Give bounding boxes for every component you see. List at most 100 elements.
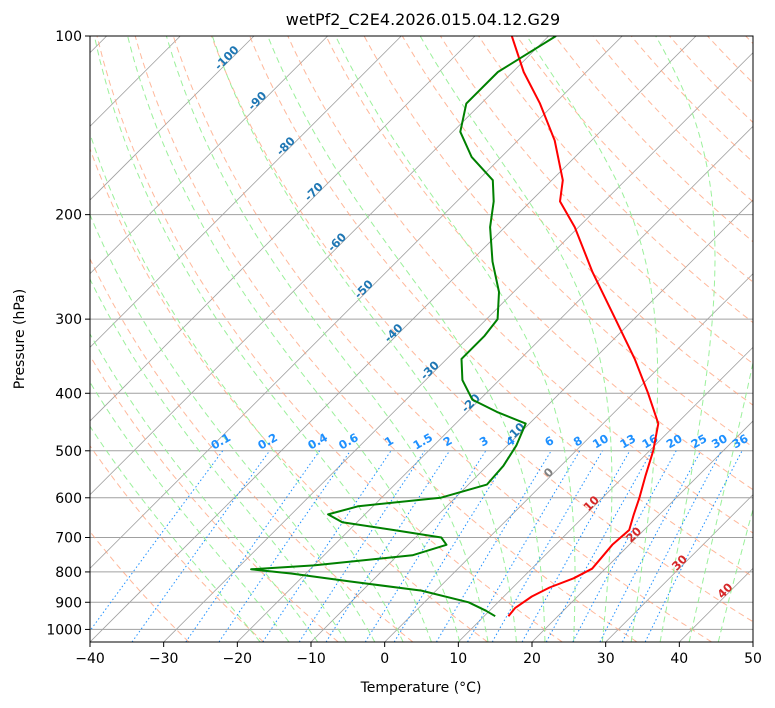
isotherm-label: 30 bbox=[669, 552, 690, 573]
mixing-ratio-line bbox=[90, 450, 224, 632]
x-tick-label: −10 bbox=[296, 651, 326, 667]
dry-adiabat-line bbox=[211, 36, 753, 623]
dry-adiabat-line bbox=[592, 36, 753, 203]
mixing-ratio-line bbox=[262, 450, 392, 642]
x-tick-label: −30 bbox=[149, 651, 179, 667]
isotherm-label: 40 bbox=[714, 580, 735, 601]
moist-adiabat-line bbox=[717, 507, 753, 642]
moist-adiabat-line bbox=[90, 213, 376, 642]
moist-adiabat-line bbox=[211, 36, 517, 642]
dewpoint-profile-line bbox=[250, 36, 557, 618]
y-axis-label: Pressure (hPa) bbox=[12, 289, 28, 389]
y-tick-label: 300 bbox=[55, 312, 82, 328]
x-tick-label: 20 bbox=[523, 651, 541, 667]
isotherm-line bbox=[384, 273, 753, 642]
isotherm-line bbox=[163, 52, 753, 642]
isotherm-label: -50 bbox=[351, 277, 376, 302]
isotherm-label: -30 bbox=[417, 358, 442, 383]
moist-adiabat-line bbox=[90, 381, 290, 642]
x-axis-ticks: −40 −30 −20 −10 0 10 20 30 40 50 bbox=[75, 642, 762, 667]
dry-adiabat-line bbox=[669, 36, 753, 124]
x-tick-label: 0 bbox=[380, 651, 389, 667]
moist-adiabat-line bbox=[127, 36, 461, 642]
profile-lines bbox=[250, 36, 660, 618]
dry-adiabat-line bbox=[90, 354, 339, 642]
y-tick-label: 800 bbox=[55, 565, 82, 581]
dry-adiabat-line bbox=[287, 36, 753, 534]
dry-adiabat-line bbox=[90, 444, 264, 642]
mixing-ratio-line bbox=[435, 450, 552, 642]
moist-adiabat-line bbox=[655, 36, 716, 642]
mixing-ratio-line bbox=[218, 450, 351, 642]
mixing-ratio-label: 0.2 bbox=[255, 430, 280, 452]
mixing-ratio-label: 20 bbox=[664, 431, 685, 451]
y-axis-ticks: 100 200 300 400 500 600 700 800 900 1000 bbox=[46, 29, 90, 638]
x-tick-label: 40 bbox=[670, 651, 688, 667]
x-tick-label: 10 bbox=[449, 651, 467, 667]
x-tick-label: 30 bbox=[597, 651, 615, 667]
moist-adiabat-line bbox=[165, 36, 489, 642]
dry-adiabat-line bbox=[249, 36, 753, 578]
mixing-ratio-line bbox=[131, 450, 271, 642]
mixing-ratio-label: 13 bbox=[617, 431, 638, 451]
moist-adiabat-line bbox=[335, 36, 576, 642]
isotherm-line bbox=[679, 567, 753, 642]
chart-title: wetPf2_C2E4.2026.015.04.12.G29 bbox=[286, 10, 560, 30]
dry-adiabat-line bbox=[745, 36, 753, 45]
isotherm-line bbox=[605, 494, 753, 642]
mixing-ratio-label: 1 bbox=[382, 433, 396, 449]
dry-adiabat-line bbox=[172, 36, 712, 642]
mixing-ratio-line bbox=[545, 450, 653, 642]
plot-frame bbox=[89, 35, 754, 643]
y-tick-label: 1000 bbox=[46, 622, 82, 638]
isotherm-line bbox=[531, 420, 753, 642]
moist-adiabat-line bbox=[419, 36, 613, 642]
mixing-ratio-line bbox=[185, 450, 321, 642]
mixing-ratio-label: 6 bbox=[542, 433, 556, 449]
y-tick-label: 100 bbox=[55, 29, 82, 45]
isotherm-line bbox=[310, 199, 753, 642]
y-tick-label: 600 bbox=[55, 491, 82, 507]
isotherm-line bbox=[458, 346, 753, 642]
moist-adiabat-line bbox=[688, 360, 753, 642]
y-tick-label: 700 bbox=[55, 531, 82, 547]
isotherm-label: 0 bbox=[541, 465, 557, 481]
mixing-ratio-label: 10 bbox=[590, 431, 611, 451]
mixing-ratio-line bbox=[298, 450, 426, 642]
moist-adiabat-line bbox=[90, 332, 319, 642]
dry-adiabat-line bbox=[516, 36, 753, 283]
mixing-ratio-label: 0.4 bbox=[305, 430, 330, 452]
isotherm-label: -70 bbox=[301, 179, 326, 204]
isotherm-line bbox=[90, 36, 623, 569]
isotherm-line bbox=[90, 36, 549, 496]
isotherm-label: -40 bbox=[381, 321, 406, 346]
y-tick-label: 400 bbox=[55, 386, 82, 402]
moist-adiabat-line bbox=[526, 36, 659, 642]
x-tick-label: 50 bbox=[744, 651, 762, 667]
isotherm-line bbox=[237, 125, 753, 642]
isotherm-label: -80 bbox=[273, 134, 298, 159]
moist-adiabat-line bbox=[93, 36, 432, 642]
dry-adiabat-line bbox=[325, 36, 753, 491]
mixing-ratio-line bbox=[521, 450, 631, 642]
x-tick-label: −20 bbox=[223, 651, 253, 667]
moist-adiabat-line bbox=[90, 425, 261, 642]
mixing-ratio-line bbox=[325, 450, 451, 642]
isotherm-label: -90 bbox=[245, 88, 270, 113]
mixing-ratio-line bbox=[364, 450, 487, 642]
mixing-ratio-label: 8 bbox=[571, 433, 585, 449]
isotherm-line bbox=[90, 36, 328, 275]
mixing-ratio-label: 3 bbox=[477, 433, 491, 449]
x-axis-label: Temperature (°C) bbox=[360, 680, 482, 696]
dry-adiabat-line bbox=[96, 36, 563, 642]
isotherm-label: 10 bbox=[581, 493, 602, 514]
y-tick-label: 500 bbox=[55, 444, 82, 460]
isotherm-line bbox=[90, 36, 402, 348]
mixing-ratio-line bbox=[644, 450, 743, 642]
moist-adiabat-line bbox=[90, 278, 347, 642]
isotherm-line bbox=[90, 36, 476, 422]
dry-adiabat-line bbox=[90, 530, 190, 642]
mixing-ratio-label: 36 bbox=[730, 431, 751, 451]
mixing-ratio-line bbox=[572, 450, 677, 642]
